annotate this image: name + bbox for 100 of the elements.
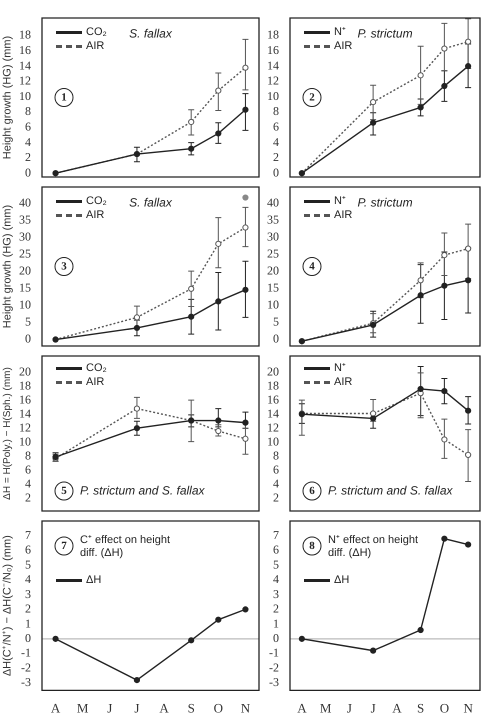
y-tick-label: 10 bbox=[19, 298, 31, 312]
text: P. strictum bbox=[357, 195, 413, 210]
y-tick-label: 8 bbox=[25, 104, 31, 118]
y-tick-label: 14 bbox=[267, 406, 279, 420]
legend-label: CO₂ bbox=[86, 361, 107, 375]
annotation: 4 bbox=[309, 260, 316, 272]
y-tick-label: 8 bbox=[25, 448, 31, 462]
y-tick-label: 18 bbox=[19, 378, 31, 392]
y-tick-label: 10 bbox=[267, 434, 279, 448]
annotation: 7 bbox=[61, 540, 68, 552]
y-axis-title: Height growth (HG) (mm) bbox=[2, 36, 14, 160]
legend-label: N⁺ bbox=[334, 25, 346, 39]
annotation: 3 bbox=[61, 260, 68, 272]
x-tick-label: N bbox=[463, 700, 474, 716]
y-tick-label: 0 bbox=[25, 332, 31, 346]
y-tick-label: 20 bbox=[267, 264, 279, 278]
y-tick-label: -1 bbox=[21, 646, 31, 660]
y-tick-label: 4 bbox=[25, 572, 31, 586]
y-tick-label: -1 bbox=[269, 646, 279, 660]
legend-label: ΔH bbox=[86, 573, 102, 587]
y-tick-label: 6 bbox=[273, 119, 279, 134]
text: P. strictum bbox=[357, 26, 413, 40]
y-tick-label: 14 bbox=[19, 58, 31, 72]
legend-label: AIR bbox=[86, 208, 104, 222]
y-tick-label: 7 bbox=[273, 528, 279, 542]
legend-label: CO₂ bbox=[86, 194, 107, 208]
text: S. fallax bbox=[129, 26, 173, 40]
x-tick-label: M bbox=[76, 700, 89, 716]
y-tick-label: 0 bbox=[25, 165, 31, 180]
y-tick-label: 35 bbox=[19, 212, 31, 227]
y-tick-label: 4 bbox=[273, 572, 279, 586]
x-tick-label: J bbox=[134, 700, 140, 716]
y-tick-label: 25 bbox=[19, 246, 31, 261]
y-tick-label: 12 bbox=[267, 420, 279, 434]
y-tick-label: 4 bbox=[25, 134, 31, 149]
y-tick-label: 2 bbox=[25, 490, 31, 505]
x-tick-label: M bbox=[320, 700, 332, 716]
y-tick-label: 10 bbox=[267, 88, 279, 103]
text: S. fallax bbox=[129, 195, 173, 210]
y-tick-label: 2 bbox=[273, 490, 279, 505]
y-tick-label: 8 bbox=[273, 448, 279, 462]
x-tick-label: N bbox=[240, 700, 251, 716]
x-tick-label: A bbox=[297, 700, 308, 716]
y-tick-label: 1 bbox=[25, 616, 31, 630]
y-tick-label: 5 bbox=[25, 314, 31, 329]
y-tick-label: 2 bbox=[273, 602, 279, 616]
y-axis-title: Height growth (HG) (mm) bbox=[2, 204, 14, 328]
y-tick-label: 12 bbox=[19, 74, 31, 88]
x-tick-label: A bbox=[392, 700, 402, 716]
y-tick-label: 20 bbox=[19, 364, 31, 378]
legend-label: N⁺ bbox=[334, 361, 346, 375]
legend-label: AIR bbox=[334, 375, 352, 389]
y-tick-label: 2 bbox=[25, 150, 31, 164]
x-tick-label: S bbox=[188, 700, 195, 716]
y-tick-label: 40 bbox=[267, 196, 279, 210]
y-tick-label: 7 bbox=[25, 528, 31, 542]
y-tick-label: 5 bbox=[273, 314, 279, 329]
legend-label: N⁺ bbox=[334, 194, 346, 208]
legend-label: AIR bbox=[334, 39, 352, 53]
y-tick-label: 18 bbox=[19, 28, 31, 42]
y-tick-label: 16 bbox=[19, 43, 31, 58]
legend-label: AIR bbox=[86, 39, 104, 53]
annotation: 1 bbox=[61, 91, 67, 104]
annotation: 5 bbox=[61, 484, 68, 497]
y-tick-label: 4 bbox=[273, 476, 279, 491]
y-tick-label: 16 bbox=[19, 392, 31, 406]
y-tick-label: 14 bbox=[267, 58, 279, 72]
y-tick-label: 30 bbox=[19, 230, 31, 244]
legend-label: AIR bbox=[86, 375, 104, 389]
y-tick-label: 15 bbox=[267, 280, 279, 295]
y-tick-label: 8 bbox=[273, 104, 279, 118]
y-tick-label: 16 bbox=[267, 392, 279, 406]
y-tick-label: 10 bbox=[19, 434, 31, 448]
y-tick-label: 0 bbox=[25, 631, 31, 645]
y-tick-label: 3 bbox=[273, 586, 279, 601]
annotation: 8 bbox=[309, 540, 316, 552]
annotation: 2 bbox=[309, 91, 316, 104]
y-tick-label: 4 bbox=[273, 134, 279, 149]
y-tick-label: 3 bbox=[25, 586, 31, 601]
y-tick-label: 20 bbox=[19, 264, 31, 278]
y-tick-label: 40 bbox=[19, 196, 31, 210]
y-tick-label: 18 bbox=[267, 378, 279, 392]
y-tick-label: -2 bbox=[269, 660, 279, 674]
text: C⁺ effect on height diff. (ΔH) bbox=[80, 534, 170, 560]
y-tick-label: 15 bbox=[19, 280, 31, 295]
y-tick-label: 1 bbox=[273, 616, 279, 630]
y-tick-label: 0 bbox=[273, 631, 279, 645]
y-tick-label: 12 bbox=[19, 420, 31, 434]
x-tick-label: S bbox=[417, 700, 424, 716]
y-tick-label: 20 bbox=[267, 364, 279, 378]
y-tick-label: 6 bbox=[273, 462, 279, 476]
x-tick-label: O bbox=[440, 700, 450, 716]
text: P. strictum and S. fallax bbox=[328, 483, 454, 498]
y-tick-label: -3 bbox=[269, 675, 279, 690]
y-tick-label: 25 bbox=[267, 246, 279, 261]
y-tick-label: 4 bbox=[25, 476, 31, 491]
legend-label: AIR bbox=[334, 208, 352, 222]
text: N⁺ effect on height diff. (ΔH) bbox=[328, 534, 418, 560]
y-tick-label: 2 bbox=[273, 150, 279, 164]
y-tick-label: 6 bbox=[25, 119, 31, 134]
